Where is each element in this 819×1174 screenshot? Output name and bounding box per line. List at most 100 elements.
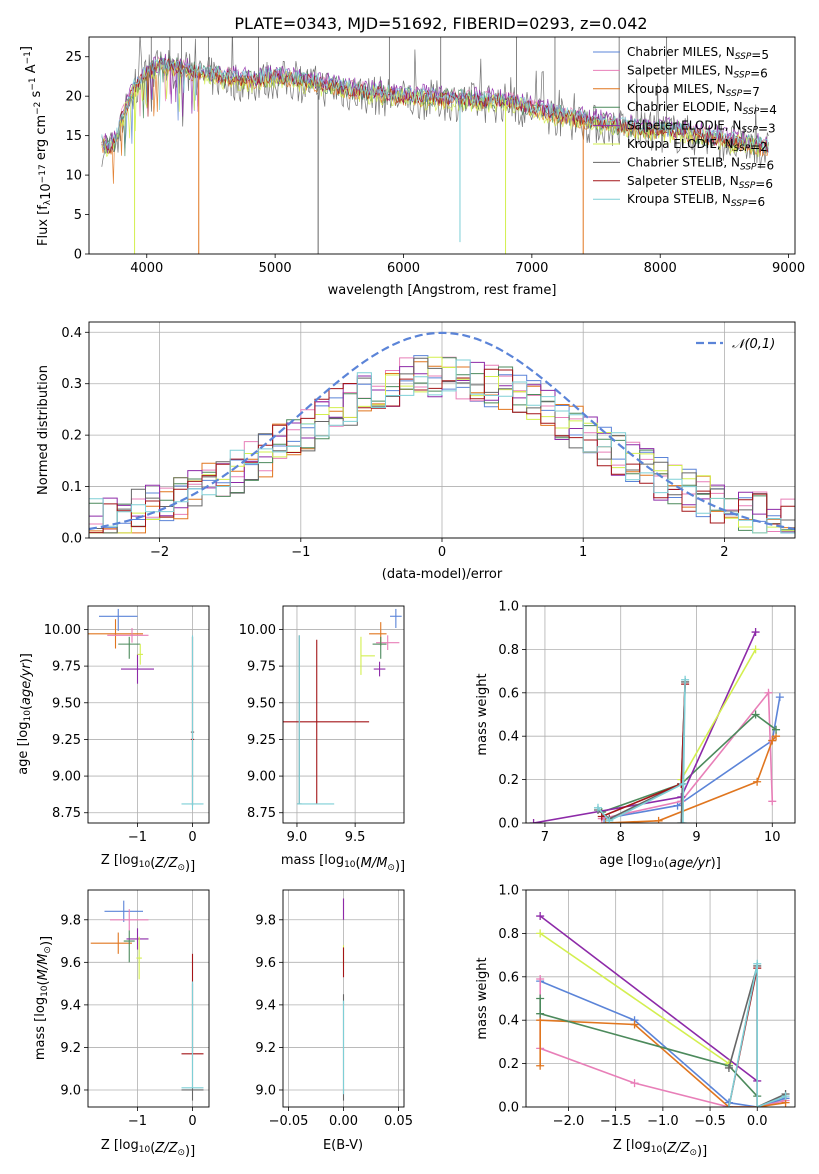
x-tick-label: 0: [188, 830, 196, 845]
legend-label: Kroupa MILES, NSSP=7: [627, 82, 760, 99]
weight-marker: [673, 801, 682, 810]
z-axis-label: Z [log10(Z/Z⊙)]: [613, 1138, 707, 1159]
x-tick-label: 9: [692, 830, 700, 845]
weight-marker: [781, 1092, 790, 1101]
y-tick-label: 9.6: [255, 956, 276, 971]
y-tick-label: 9.00: [52, 770, 81, 785]
weight-marker: [536, 994, 545, 1003]
weight-line: [601, 713, 777, 813]
legend-label: Salpeter STELIB, NSSP=6: [627, 174, 773, 191]
weight-marker: [681, 675, 690, 684]
x-tick-label: 2: [720, 545, 728, 560]
legend-label: Salpeter MILES, NSSP=6: [627, 63, 768, 80]
weight-marker: [677, 819, 686, 823]
z-axis-label: Z [log10(Z/Z⊙)]: [101, 1138, 195, 1159]
legend-label: Chabrier MILES, NSSP=5: [627, 45, 769, 62]
axes-spectrum: 4000 5000 6000 7000 8000 9000 0 5 10 15 20 25: [65, 36, 805, 276]
y-tick-label: 0.2: [498, 1057, 519, 1072]
axes-mass-vs-Z: −1 0 9.0 9.2 9.4 9.6 9.8: [60, 889, 210, 1129]
plot-area: [88, 608, 204, 810]
weight-line: [533, 631, 757, 823]
weight-marker: [753, 959, 762, 968]
x-tick-label: −2.0: [553, 1114, 585, 1129]
x-tick-label: −0.5: [694, 1114, 726, 1129]
y-tick-label: 9.2: [60, 1041, 81, 1056]
weight-marker: [593, 803, 602, 812]
axes-frame: [88, 321, 796, 539]
weight-marker: [753, 1103, 762, 1107]
legend-label: Kroupa ELODIE, NSSP=2: [627, 137, 768, 154]
x-tick-label: −1: [291, 545, 310, 560]
plot-area: [529, 628, 784, 823]
y-tick-label: 0.0: [61, 532, 82, 547]
y-tick-label: 10.00: [44, 623, 81, 638]
weight-line: [539, 915, 758, 1082]
weight-marker: [751, 645, 760, 654]
weight-marker: [768, 736, 777, 745]
axes-frame: [525, 889, 796, 1108]
x-tick-label: 8: [617, 830, 625, 845]
age-ylabel: age [log10(age/yr)]: [16, 653, 34, 775]
x-tick-label: 9.0: [287, 830, 308, 845]
weight-marker: [654, 816, 663, 823]
x-tick-label: 9000: [772, 261, 805, 276]
y-tick-label: 9.50: [52, 696, 81, 711]
x-tick-label: 0: [438, 545, 446, 560]
x-tick-label: −1.0: [647, 1114, 679, 1129]
y-tick-label: 9.0: [60, 1083, 81, 1098]
y-tick-label: 0.4: [498, 730, 519, 745]
weight-marker: [751, 628, 760, 637]
weight-marker: [529, 819, 538, 823]
weight-marker: [630, 1020, 639, 1029]
plot-area: [536, 912, 790, 1107]
y-tick-label: 0.8: [498, 643, 519, 658]
y-tick-label: 1.0: [498, 600, 519, 615]
y-tick-label: 0.0: [498, 817, 519, 832]
weight-marker: [768, 797, 777, 806]
y-tick-label: 0.0: [498, 1101, 519, 1116]
ebv-xlabel: E(B-V): [323, 1138, 363, 1153]
y-tick-label: 9.8: [60, 913, 81, 928]
weight-marker: [678, 779, 687, 788]
y-tick-label: 0.2: [61, 429, 82, 444]
x-tick-label: −0.05: [269, 1114, 309, 1129]
axes-frame: [282, 889, 405, 1108]
weight-line: [680, 649, 757, 780]
x-tick-label: 6000: [387, 261, 420, 276]
weight-marker: [536, 929, 545, 938]
axes-frame: [525, 605, 796, 824]
y-tick-label: 0.4: [498, 1014, 519, 1029]
weight-marker: [605, 816, 614, 823]
x-tick-label: 7: [541, 830, 549, 845]
y-tick-label: 9.2: [255, 1041, 276, 1056]
axes-mass-vs-ebv: −0.05 0.00 0.05 9.0 9.2 9.4 9.6 9.8: [255, 889, 413, 1129]
normal-curve: [89, 331, 795, 531]
axes-age-vs-Z: −1 0 8.75 9.00 9.25 9.50 9.75 10.00: [44, 605, 210, 845]
histogram-step: [89, 357, 795, 538]
y-tick-label: 1.0: [498, 884, 519, 899]
z-axis-label: Z [log10(Z/Z⊙)]: [101, 853, 195, 874]
weight-marker: [536, 974, 545, 983]
x-tick-label: 0: [188, 1114, 196, 1129]
weight-marker: [772, 725, 781, 734]
spectrum-ylabel: Flux [fλ10−17 erg cm−2 s−1 A−1]: [19, 46, 54, 246]
x-tick-label: 5000: [259, 261, 292, 276]
weight-marker: [764, 688, 773, 697]
y-tick-label: 8.75: [52, 806, 81, 821]
y-tick-label: 10: [65, 169, 82, 184]
x-tick-label: 0.00: [329, 1114, 358, 1129]
spectrum-xlabel: wavelength [Angstrom, rest frame]: [328, 283, 557, 298]
y-tick-label: 15: [65, 129, 82, 144]
weight-ylabel: mass weight: [475, 673, 490, 755]
weight-line: [539, 1019, 786, 1107]
x-tick-label: −2: [150, 545, 169, 560]
weight-marker: [536, 912, 545, 921]
y-tick-label: 9.25: [247, 733, 276, 748]
y-tick-label: 9.4: [60, 998, 81, 1013]
plot-area: [89, 331, 795, 538]
legend-label: Salpeter ELODIE, NSSP=3: [627, 119, 776, 136]
weight-marker: [536, 1009, 545, 1018]
